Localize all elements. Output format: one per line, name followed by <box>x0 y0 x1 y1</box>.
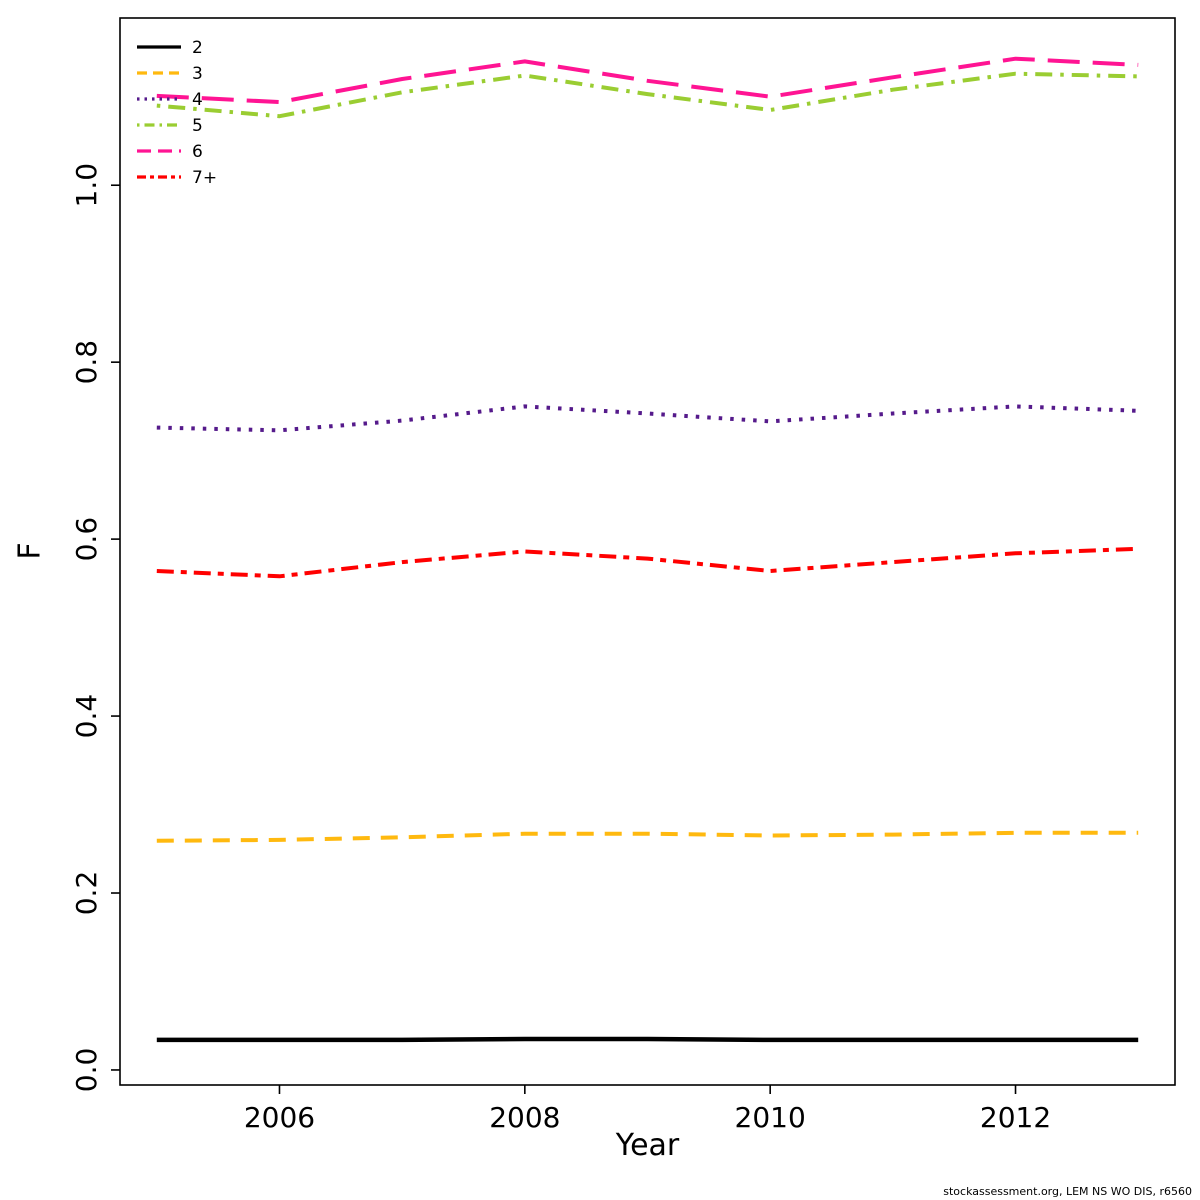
y-tick-label: 1.0 <box>70 163 103 208</box>
y-tick-label: 0.6 <box>70 517 103 562</box>
series-line-4 <box>156 404 1139 433</box>
legend-label-6: 6 <box>192 142 203 162</box>
x-tick-label: 2010 <box>735 1101 806 1134</box>
y-tick-label: 0.8 <box>70 340 103 385</box>
y-tick-label: 0.2 <box>70 871 103 916</box>
y-axis-label: F <box>12 542 48 560</box>
series-line-2 <box>156 1036 1139 1043</box>
legend-label-2: 2 <box>192 38 203 58</box>
x-tick-label: 2012 <box>980 1101 1051 1134</box>
y-tick-label: 0.0 <box>70 1048 103 1093</box>
series-line-3 <box>156 830 1139 843</box>
x-axis-label: Year <box>615 1128 680 1163</box>
plot-box <box>119 17 1176 1086</box>
footer-note: stockassessment.org, LEM NS WO DIS, r656… <box>943 1185 1192 1198</box>
legend-label-4: 4 <box>192 90 203 110</box>
legend-label-3: 3 <box>192 64 203 84</box>
legend-label-7+: 7+ <box>192 168 217 188</box>
legend-label-5: 5 <box>192 116 203 136</box>
series-line-5 <box>156 71 1139 119</box>
x-tick-label: 2008 <box>489 1101 560 1134</box>
series-line-7+ <box>156 546 1139 579</box>
y-tick-label: 0.4 <box>70 694 103 739</box>
series-line-6 <box>156 56 1139 105</box>
x-tick-label: 2006 <box>244 1101 315 1134</box>
